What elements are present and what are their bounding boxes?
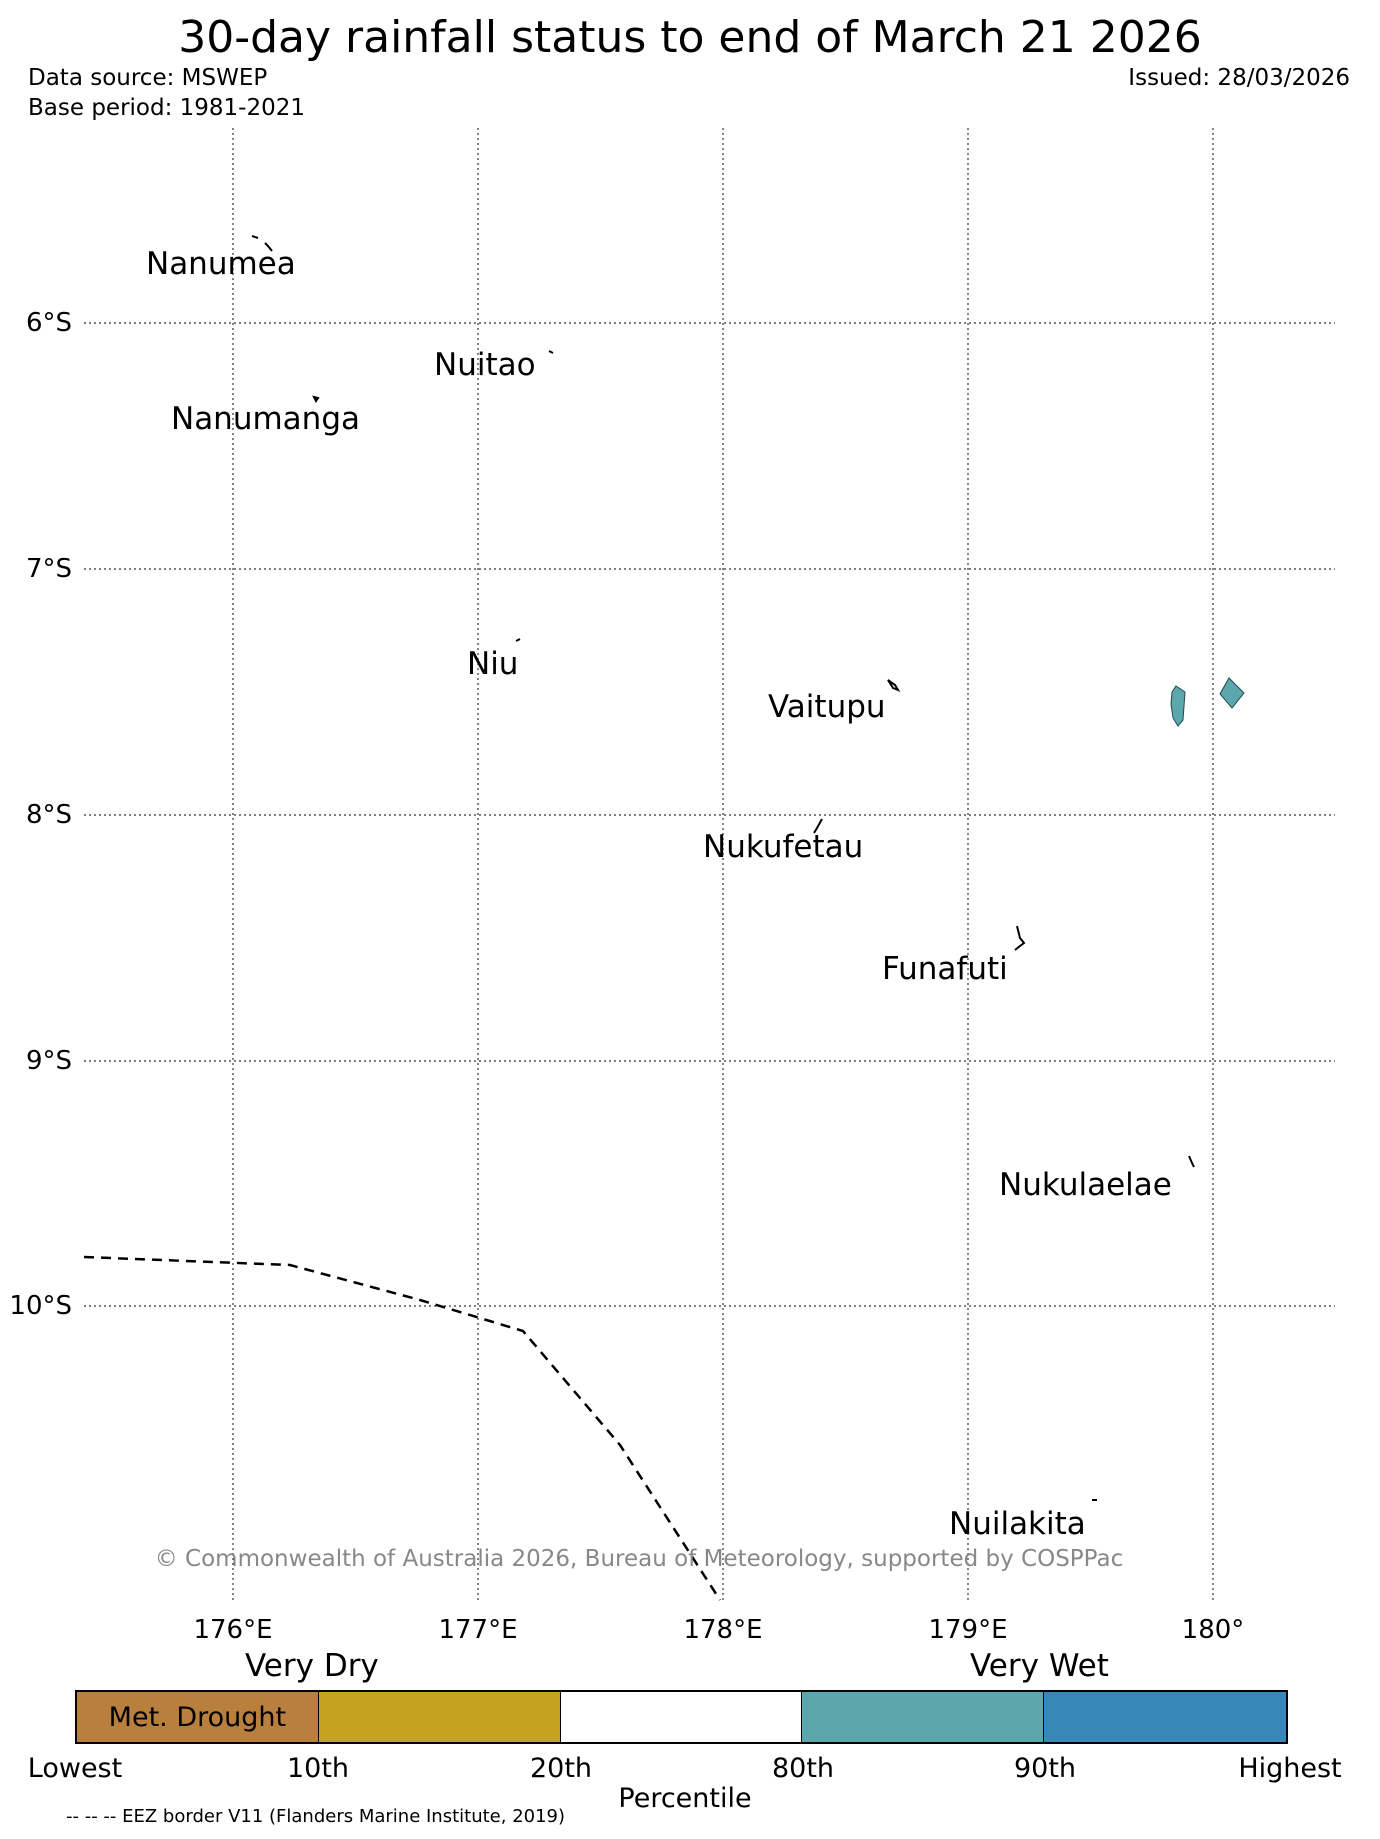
niu-outline: [515, 638, 521, 642]
shaded-features: [1170, 677, 1245, 727]
nukulaelae-outline: [1188, 1155, 1195, 1168]
lat-label-7s: 7°S: [25, 554, 72, 584]
legend-tick-highest: Highest: [1238, 1753, 1342, 1784]
legend-very-dry-label: Very Dry: [245, 1648, 379, 1684]
lat-label-8s: 8°S: [25, 800, 72, 830]
island-label-nuilakita: Nuilakita: [949, 1506, 1086, 1542]
nanumea-outline: [251, 235, 273, 252]
map-title: 30-day rainfall status to end of March 2…: [178, 12, 1202, 63]
eez-border-line: [83, 1255, 722, 1601]
island-label-nanumanga: Nanumanga: [171, 401, 360, 437]
colorbar-segment-90-highest: [1044, 1692, 1286, 1742]
legend-tick-20th: 20th: [529, 1753, 593, 1784]
island-label-funafuti: Funafuti: [882, 951, 1008, 987]
colorbar-segment-80-90: [802, 1692, 1045, 1742]
issued-date-text: Issued: 28/03/2026: [1128, 65, 1350, 91]
island-outlines: [251, 235, 1195, 1501]
nuitao-outline: [548, 350, 554, 354]
island-label-nukulaelae: Nukulaelae: [999, 1167, 1172, 1203]
island-label-nuitao: Nuitao: [434, 347, 536, 383]
copyright-notice: © Commonwealth of Australia 2026, Bureau…: [154, 1546, 1124, 1572]
lat-label-10s: 10°S: [9, 1291, 72, 1321]
lon-label-180: 180°: [1181, 1615, 1245, 1645]
legend-tick-lowest: Lowest: [27, 1753, 123, 1784]
shaded-feature-west: [1170, 685, 1186, 727]
lon-label-178e: 178°E: [683, 1615, 763, 1645]
funafuti-outline: [1014, 925, 1026, 951]
legend-axis-title: Percentile: [618, 1783, 752, 1814]
nukufetau-outline: [813, 818, 823, 834]
lon-label-176e: 176°E: [193, 1615, 273, 1645]
legend-tick-90th: 90th: [1013, 1753, 1077, 1784]
colorbar-segment-10-20: [318, 1692, 561, 1742]
legend-tick-80th: 80th: [771, 1753, 835, 1784]
lon-label-177e: 177°E: [438, 1615, 518, 1645]
legend-tick-10th: 10th: [286, 1753, 350, 1784]
lat-label-9s: 9°S: [25, 1046, 72, 1076]
base-period-text: Base period: 1981-2021: [28, 95, 306, 121]
colorbar-segment-met-drought: Met. Drought: [77, 1692, 319, 1742]
legend-very-wet-label: Very Wet: [970, 1648, 1109, 1684]
island-label-vaitupu: Vaitupu: [768, 689, 886, 725]
island-label-nanumea: Nanumea: [146, 246, 296, 282]
vaitupu-outline: [887, 679, 901, 693]
longitude-gridlines: [232, 128, 1214, 1600]
met-drought-label: Met. Drought: [108, 1701, 287, 1733]
legend-colorbar: Met. Drought: [75, 1690, 1288, 1744]
island-label-niu: Niu: [467, 646, 519, 682]
lat-label-6s: 6°S: [25, 308, 72, 338]
latitude-gridlines: [84, 322, 1335, 1307]
data-source-text: Data source: MSWEP: [28, 65, 268, 91]
island-label-nukufetau: Nukufetau: [703, 829, 864, 865]
shaded-feature-east: [1219, 677, 1245, 709]
eez-border-footnote: -- -- -- EEZ border V11 (Flanders Marine…: [66, 1806, 566, 1827]
nanumanga-outline: [312, 395, 320, 403]
lon-label-179e: 179°E: [928, 1615, 1008, 1645]
colorbar-segment-20-80: [560, 1692, 803, 1742]
